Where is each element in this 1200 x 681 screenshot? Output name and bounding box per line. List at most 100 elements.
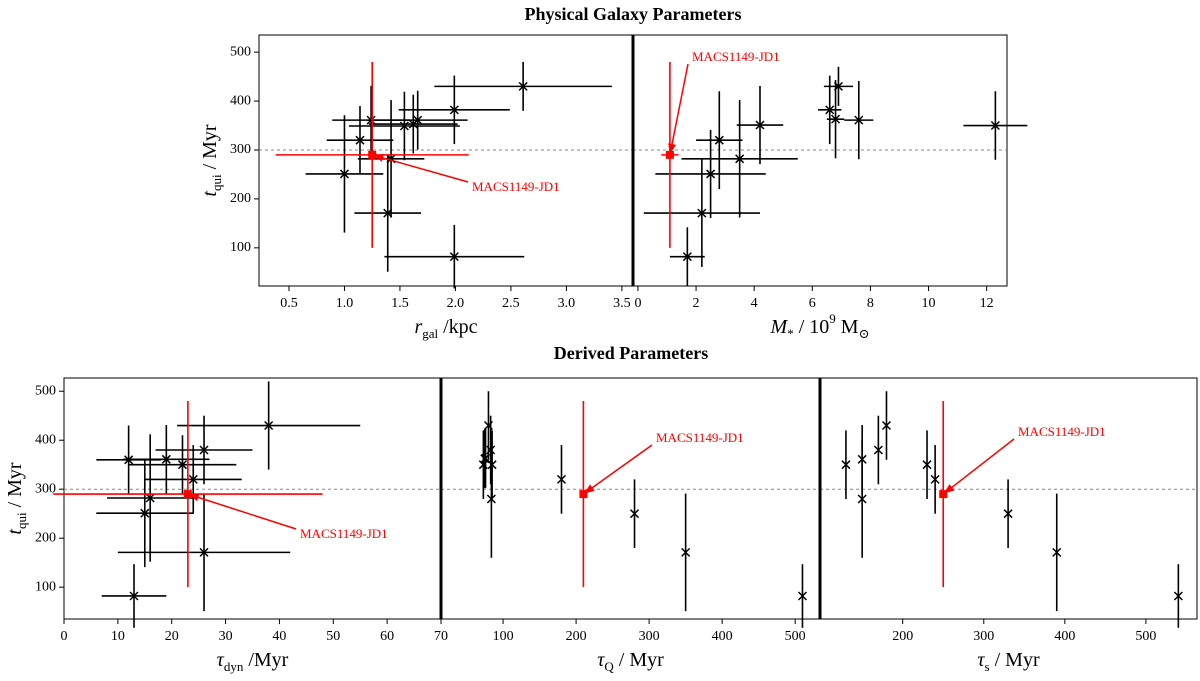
point bbox=[188, 474, 198, 484]
point bbox=[518, 81, 528, 91]
point bbox=[399, 121, 409, 131]
annotation: MACS1149-JD1 bbox=[300, 526, 388, 541]
point bbox=[183, 490, 192, 499]
x-tick-label: 2.5 bbox=[502, 296, 520, 311]
label-part: * bbox=[787, 326, 794, 341]
x-tick-label: 60 bbox=[380, 629, 394, 644]
point bbox=[930, 474, 940, 484]
x-tick-label: 10 bbox=[111, 629, 125, 644]
point bbox=[697, 208, 707, 218]
point bbox=[199, 445, 209, 455]
point bbox=[681, 547, 691, 557]
plot-frame bbox=[258, 34, 634, 287]
x-tick-label: 2.0 bbox=[447, 296, 465, 311]
annotation-arrow bbox=[588, 444, 653, 491]
label-part: qui bbox=[209, 174, 224, 191]
x-tick-label: 20 bbox=[165, 629, 179, 644]
annotation-arrowhead bbox=[373, 154, 384, 162]
label-part: gal bbox=[422, 326, 438, 341]
x-tick-label: 400 bbox=[712, 629, 733, 644]
point bbox=[579, 490, 588, 499]
y-tick-label: 500 bbox=[230, 44, 251, 59]
label-part: Q bbox=[604, 659, 614, 674]
plot-frame bbox=[632, 34, 1008, 287]
y-tick-label: 100 bbox=[230, 240, 251, 255]
point bbox=[264, 420, 274, 431]
x-tick-label: 400 bbox=[1054, 629, 1075, 644]
label-part: / Myr bbox=[614, 649, 664, 671]
label-part: / Myr bbox=[4, 462, 26, 512]
point bbox=[881, 420, 892, 431]
label-part: τ bbox=[217, 649, 225, 671]
point bbox=[990, 120, 1000, 131]
y-tick-label: 400 bbox=[230, 93, 251, 108]
annotation-arrowhead bbox=[188, 493, 200, 502]
point bbox=[1173, 591, 1183, 601]
x-tick-label: 0 bbox=[61, 629, 68, 644]
x-tick-label: 30 bbox=[219, 629, 233, 644]
plot-frame bbox=[440, 377, 821, 620]
label-part: s bbox=[985, 659, 990, 674]
y-axis-label: tqui / Myr bbox=[4, 462, 30, 535]
label-part: / 10 bbox=[794, 316, 830, 338]
y-axis-label: tqui / Myr bbox=[199, 124, 225, 197]
point bbox=[199, 547, 209, 557]
x-tick-label: 200 bbox=[892, 629, 913, 644]
x-tick-label: 300 bbox=[639, 629, 660, 644]
point bbox=[556, 474, 567, 484]
point bbox=[355, 135, 365, 145]
point bbox=[383, 208, 393, 218]
label-part: qui bbox=[14, 512, 29, 529]
annotation-arrowhead bbox=[944, 484, 955, 494]
label-part: /Myr bbox=[243, 649, 288, 671]
x-tick-label: 500 bbox=[1135, 629, 1156, 644]
label-part: M bbox=[770, 316, 789, 338]
point bbox=[629, 509, 640, 519]
point bbox=[1052, 547, 1062, 557]
annotation-arrow bbox=[194, 495, 297, 530]
label-part: dyn bbox=[224, 659, 244, 674]
point bbox=[145, 493, 155, 503]
x-axis-label: M* / 109 M⊙ bbox=[770, 311, 870, 341]
point bbox=[939, 490, 948, 499]
x-tick-label: 0 bbox=[634, 296, 641, 311]
label-part: r bbox=[414, 316, 422, 338]
point bbox=[366, 115, 376, 125]
x-tick-label: 500 bbox=[785, 629, 806, 644]
point bbox=[797, 591, 808, 601]
point bbox=[486, 494, 496, 504]
point bbox=[682, 252, 692, 262]
x-axis-label: τdyn /Myr bbox=[217, 649, 289, 675]
row-title: Physical Galaxy Parameters bbox=[525, 4, 742, 24]
point bbox=[825, 105, 835, 115]
point bbox=[449, 252, 459, 262]
label-part: 9 bbox=[829, 311, 836, 326]
x-tick-label: 0.5 bbox=[280, 296, 298, 311]
label-part: M bbox=[836, 316, 859, 338]
annotation-arrow bbox=[948, 438, 1015, 491]
x-tick-label: 12 bbox=[980, 296, 994, 311]
x-tick-label: 300 bbox=[973, 629, 994, 644]
x-axis-label: τQ / Myr bbox=[597, 649, 664, 675]
point bbox=[368, 150, 377, 159]
annotation: MACS1149-JD1 bbox=[692, 49, 780, 64]
x-tick-label: 3.5 bbox=[613, 296, 631, 311]
x-tick-label: 10 bbox=[922, 296, 936, 311]
label-part: τ bbox=[977, 649, 985, 671]
point bbox=[129, 591, 139, 601]
point bbox=[831, 114, 841, 124]
point bbox=[706, 169, 716, 179]
point bbox=[841, 460, 851, 470]
label-part: /kpc bbox=[438, 316, 478, 338]
point bbox=[161, 454, 171, 464]
y-tick-label: 400 bbox=[35, 432, 56, 447]
point bbox=[339, 169, 349, 179]
x-tick-label: 4 bbox=[751, 296, 758, 311]
label-part: / Myr bbox=[990, 649, 1040, 671]
label-part: τ bbox=[597, 649, 605, 671]
point bbox=[873, 445, 883, 455]
x-axis-label: rgal /kpc bbox=[414, 316, 477, 342]
annotation: MACS1149-JD1 bbox=[1018, 424, 1106, 439]
point bbox=[755, 120, 765, 130]
